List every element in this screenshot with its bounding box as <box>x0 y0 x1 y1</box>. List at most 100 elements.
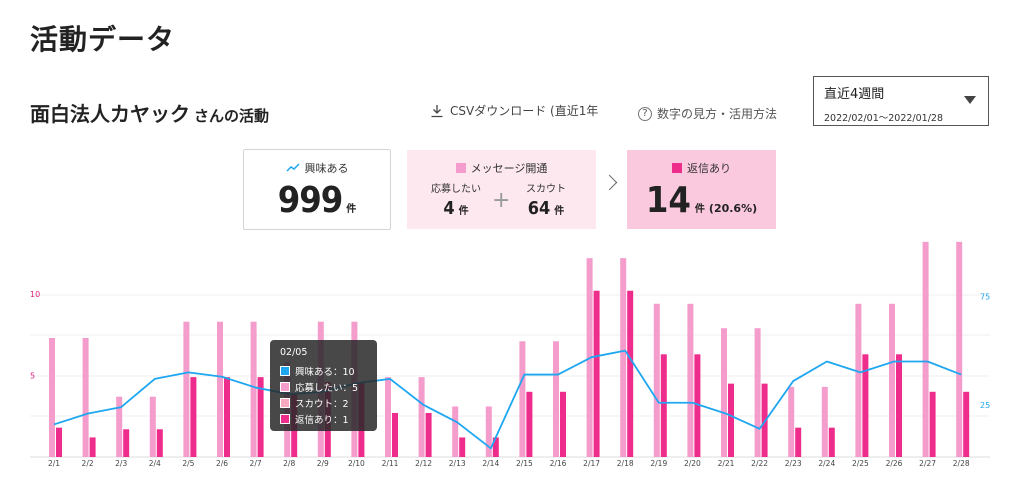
tooltip-row-label: 返信あり：1 <box>295 415 349 426</box>
right-axis-tick: 25 <box>980 401 990 410</box>
x-tick-label: 2/19 <box>650 459 667 468</box>
apply-unit: 件 <box>458 206 469 217</box>
scout-label: スカウト <box>526 184 566 195</box>
page-title: 活動データ <box>30 23 176 56</box>
apply-bar <box>889 303 895 457</box>
tooltip-row-label: スカウト：2 <box>295 399 349 410</box>
apply-bar <box>721 328 727 457</box>
x-tick-label: 2/3 <box>115 459 127 468</box>
x-tick-label: 2/25 <box>852 459 869 468</box>
apply-bar <box>82 338 89 457</box>
reply-bar <box>694 354 701 457</box>
x-tick-label: 2/5 <box>182 459 194 468</box>
x-tick-label: 2/13 <box>449 459 466 468</box>
tooltip-swatch <box>280 398 290 408</box>
x-tick-label: 2/1 <box>48 459 60 468</box>
reply-bar <box>492 437 499 457</box>
apply-bar <box>821 386 828 457</box>
interest-card: 興味ある 999 件 <box>243 149 391 230</box>
x-tick-label: 2/20 <box>684 459 701 468</box>
reply-bar <box>828 427 835 457</box>
x-tick-label: 2/2 <box>82 459 94 468</box>
reply-bar <box>896 354 902 457</box>
tooltip-swatch <box>280 414 290 424</box>
x-tick-label: 2/24 <box>818 459 835 468</box>
x-tick-label: 2/8 <box>283 459 295 468</box>
x-tick-label: 2/11 <box>382 459 399 468</box>
reply-bar <box>425 412 432 457</box>
x-tick-label: 2/27 <box>919 459 936 468</box>
apply-bar <box>687 303 694 457</box>
reply-bar <box>392 412 398 457</box>
right-axis-tick: 75 <box>980 292 990 301</box>
help-label: 数字の見方・活用方法 <box>657 107 778 121</box>
interest-line <box>53 349 962 450</box>
apply-bar <box>922 241 929 457</box>
reply-bar <box>123 429 130 457</box>
apply-bar <box>653 303 660 457</box>
reply-bar <box>224 377 230 457</box>
apply-bar <box>855 303 862 457</box>
interest-value: 999 <box>277 180 344 221</box>
x-tick-label: 2/17 <box>583 459 600 468</box>
reply-bar <box>156 429 163 457</box>
reply-bar <box>627 290 634 457</box>
reply-bar <box>526 391 533 457</box>
tooltip-date: 02/05 <box>280 347 308 358</box>
company-activity-title: 面白法人カヤック さんの活動 <box>30 98 269 127</box>
left-axis-tick: 5 <box>30 372 35 381</box>
interest-label: 興味ある <box>304 162 349 175</box>
period-select[interactable]: 直近4週間 2022/02/01〜2022/01/28 <box>813 76 989 126</box>
x-tick-label: 2/6 <box>216 459 228 468</box>
tooltip-row-interest: 興味ある：10 <box>280 363 367 379</box>
reply-card: 返信あり 14 件 (20.6%) <box>627 150 776 229</box>
apply-value: 4 <box>443 198 455 219</box>
scout-value: 64 <box>527 198 551 219</box>
apply-bar <box>250 321 257 457</box>
chart-tooltip: 02/05 興味ある：10 応募したい：5 スカウト：2 返信あり：1 <box>270 340 377 431</box>
apply-bar <box>956 241 963 457</box>
x-tick-label: 2/16 <box>550 459 567 468</box>
reply-bar <box>929 391 936 457</box>
x-tick-label: 2/12 <box>415 459 432 468</box>
plus-sign: + <box>492 188 511 213</box>
help-link[interactable]: ? 数字の見方・活用方法 <box>638 105 777 122</box>
reply-bar <box>593 290 600 457</box>
download-icon <box>431 104 443 117</box>
x-tick-label: 2/21 <box>718 459 735 468</box>
question-icon: ? <box>638 106 652 121</box>
reply-bar <box>728 383 734 457</box>
apply-bar <box>519 341 526 457</box>
reply-bar <box>862 354 869 457</box>
apply-bar <box>620 258 627 457</box>
reply-bar <box>257 377 264 457</box>
message-label: メッセージ開通 <box>470 162 548 175</box>
reply-bar <box>963 391 970 457</box>
apply-bar <box>452 406 459 457</box>
left-axis-tick: 10 <box>30 290 40 299</box>
apply-bar <box>418 377 425 457</box>
csv-download-link[interactable]: CSVダウンロード (直近1年 <box>430 102 598 119</box>
x-tick-label: 2/10 <box>348 459 365 468</box>
tooltip-swatch <box>280 366 290 376</box>
reply-unit: 件 <box>694 204 705 215</box>
reply-bar <box>89 437 96 457</box>
reply-value: 14 <box>645 180 691 221</box>
x-tick-label: 2/18 <box>617 459 634 468</box>
tooltip-row-label: 興味ある：10 <box>295 367 355 378</box>
message-legend-swatch <box>455 163 466 173</box>
apply-bar <box>149 396 156 457</box>
tooltip-row-reply: 返信あり：1 <box>280 411 367 427</box>
reply-percent: (20.6%) <box>708 202 758 215</box>
tooltip-row-apply: 応募したい：5 <box>280 379 367 395</box>
x-tick-label: 2/22 <box>751 459 768 468</box>
reply-legend-swatch <box>672 163 682 173</box>
dropdown-arrow-icon <box>964 96 976 104</box>
x-tick-label: 2/14 <box>482 459 499 468</box>
reply-label: 返信あり <box>687 162 731 175</box>
apply-label: 応募したい <box>431 184 481 195</box>
tooltip-swatch <box>280 382 290 392</box>
